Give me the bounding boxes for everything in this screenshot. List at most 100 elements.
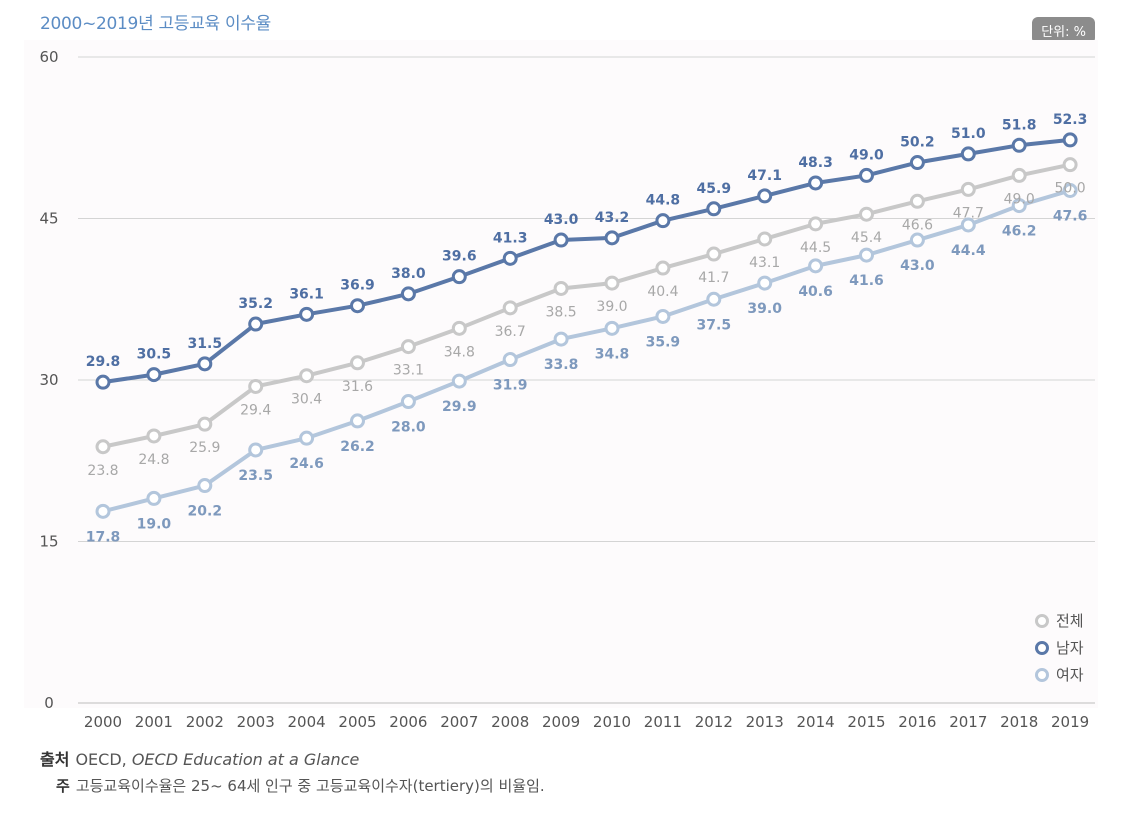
- data-point: [350, 413, 365, 429]
- data-point: [909, 232, 925, 248]
- data-label: 50.2: [900, 135, 935, 151]
- data-label: 19.0: [137, 516, 172, 532]
- data-label: 44.5: [800, 240, 831, 256]
- data-point: [553, 331, 569, 347]
- x-tick-label: 2009: [542, 713, 580, 731]
- data-point: [706, 201, 722, 217]
- data-label: 50.0: [1055, 181, 1086, 197]
- source-org: OECD,: [75, 750, 127, 769]
- y-tick-label: 45: [39, 210, 58, 228]
- data-label: 52.3: [1053, 112, 1088, 128]
- data-point: [1011, 137, 1027, 153]
- data-label: 31.5: [188, 336, 223, 352]
- x-tick-label: 2006: [389, 713, 427, 731]
- footer-source: 출처 OECD, OECD Education at a Glance: [40, 746, 359, 770]
- x-tick-label: 2002: [186, 713, 224, 731]
- series-line-남자: [101, 137, 1073, 385]
- data-label: 38.5: [546, 304, 577, 320]
- x-tick-label: 2010: [593, 713, 631, 731]
- data-label: 33.8: [544, 357, 579, 373]
- y-tick-label: 15: [39, 533, 58, 551]
- data-point: [248, 378, 264, 394]
- data-label: 23.5: [238, 468, 273, 484]
- data-label: 38.0: [391, 266, 426, 282]
- data-label: 43.1: [749, 255, 780, 271]
- legend-marker: [1035, 668, 1049, 682]
- data-label: 17.8: [86, 529, 121, 545]
- data-label: 24.6: [289, 456, 324, 472]
- data-point: [909, 193, 925, 209]
- series-line-여자: [101, 188, 1073, 514]
- data-point: [502, 352, 518, 368]
- data-point: [248, 316, 264, 332]
- data-label: 39.6: [442, 249, 477, 265]
- data-point: [451, 373, 467, 389]
- data-point: [960, 217, 976, 233]
- data-point: [757, 188, 773, 204]
- data-point: [299, 430, 315, 446]
- data-point: [1062, 157, 1078, 173]
- data-point: [706, 291, 722, 307]
- data-label: 43.0: [900, 258, 935, 274]
- data-label: 34.8: [595, 346, 630, 362]
- data-label: 34.8: [444, 344, 475, 360]
- x-tick-label: 2015: [847, 713, 885, 731]
- data-label: 40.4: [647, 284, 678, 300]
- x-tick-label: 2016: [898, 713, 936, 731]
- data-label: 43.0: [544, 212, 579, 228]
- data-label: 41.3: [493, 230, 528, 246]
- data-label: 24.8: [138, 452, 169, 468]
- data-point: [451, 269, 467, 285]
- data-label: 47.7: [953, 205, 984, 221]
- data-label: 23.8: [87, 463, 118, 479]
- legend-label: 여자: [1056, 666, 1084, 684]
- chart-title: 2000~2019년 고등교육 이수율: [40, 14, 271, 34]
- data-label: 29.8: [86, 354, 121, 370]
- data-point: [146, 428, 162, 444]
- x-tick-label: 2011: [644, 713, 682, 731]
- x-tick-label: 2013: [746, 713, 784, 731]
- series-line-전체: [101, 162, 1073, 449]
- data-label: 51.8: [1002, 117, 1037, 133]
- data-point: [502, 250, 518, 266]
- x-tick-label: 2018: [1000, 713, 1038, 731]
- data-label: 43.2: [595, 210, 630, 226]
- legend-label: 남자: [1056, 639, 1084, 657]
- source-publication: OECD Education at a Glance: [131, 750, 360, 769]
- data-point: [604, 275, 620, 291]
- data-point: [604, 230, 620, 246]
- data-point: [451, 320, 467, 336]
- data-label: 35.2: [238, 296, 273, 312]
- x-tick-label: 2008: [491, 713, 529, 731]
- data-point: [859, 167, 874, 183]
- note-text: 고등교육이수율은 25~ 64세 인구 중 고등교육이수자(tertiery)의…: [75, 777, 545, 795]
- x-tick-label: 2003: [237, 713, 275, 731]
- y-tick-label: 0: [44, 694, 54, 712]
- data-point: [960, 146, 976, 162]
- plot-background: [24, 40, 1098, 708]
- data-label: 40.6: [798, 284, 833, 300]
- data-point: [299, 306, 315, 322]
- data-label: 45.9: [697, 181, 732, 197]
- data-labels: 23.8 24.8 25.9 29.4 30.4 31.6 33.1 34.8 36.7 38.5…: [86, 112, 1088, 545]
- data-point: [146, 367, 162, 383]
- y-tick-label: 30: [39, 371, 58, 389]
- y-axis: 0 15 30 45 60: [39, 48, 58, 712]
- note-label: 주: [56, 777, 70, 795]
- data-label: 46.6: [902, 217, 933, 233]
- grid-lines: [78, 56, 1095, 704]
- data-label: 36.1: [289, 286, 324, 302]
- data-label: 36.7: [495, 324, 526, 340]
- data-label: 39.0: [747, 301, 782, 317]
- data-label: 30.5: [137, 347, 172, 363]
- data-point: [859, 206, 874, 222]
- x-tick-label: 2005: [338, 713, 376, 731]
- data-label: 49.0: [1004, 191, 1035, 207]
- data-label: 47.1: [747, 168, 782, 184]
- data-label: 35.9: [646, 334, 681, 350]
- data-label: 41.7: [698, 270, 729, 286]
- data-label: 41.6: [849, 273, 884, 289]
- x-axis: 2000 2001 2002 2003 2004 2005 2006 2007 2008 2009…: [84, 713, 1089, 731]
